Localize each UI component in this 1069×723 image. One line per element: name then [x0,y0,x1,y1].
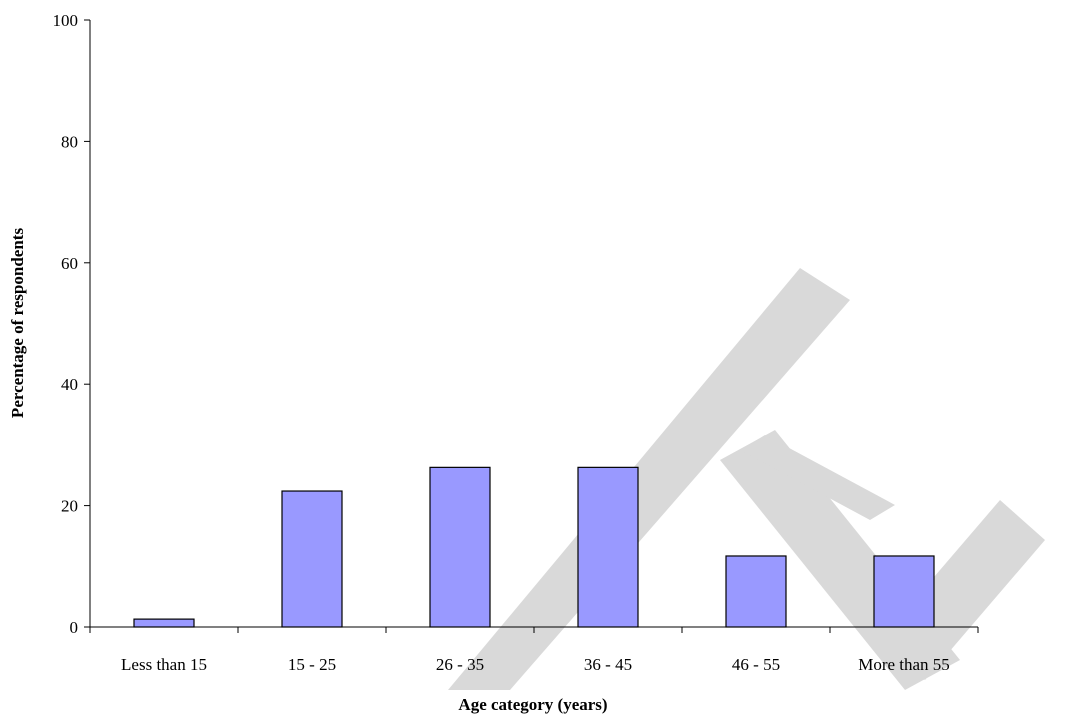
x-tick-label: Less than 15 [121,655,207,674]
x-tick-label: 15 - 25 [288,655,336,674]
bar-3 [429,466,491,628]
y-tick-label: 80 [61,132,78,151]
y-tick-label: 60 [61,254,78,273]
y-tick-label: 100 [53,11,79,30]
x-ticks [89,627,979,633]
bars [133,466,935,628]
bar-1 [133,618,195,628]
y-ticks: 0 20 40 60 80 100 [53,11,90,637]
bar-2 [281,490,343,628]
bar-5 [725,555,787,628]
bar-4 [577,466,639,628]
y-tick-label: 0 [70,618,79,637]
x-tick-label: More than 55 [858,655,950,674]
x-tick-label: 46 - 55 [732,655,780,674]
y-tick-label: 40 [61,375,78,394]
y-tick-label: 20 [61,497,78,516]
x-tick-labels: Less than 15 15 - 25 26 - 35 36 - 45 46 - 55… [121,655,950,674]
x-tick-label: 26 - 35 [436,655,484,674]
plot-area: 0 20 40 60 80 100 Less than 15 15 - 25 26 - 35 3… [53,11,979,674]
y-axis-title: Percentage of respondents [8,228,27,419]
x-tick-label: 36 - 45 [584,655,632,674]
bar-6 [873,555,935,628]
x-axis-title: Age category (years) [458,695,607,714]
